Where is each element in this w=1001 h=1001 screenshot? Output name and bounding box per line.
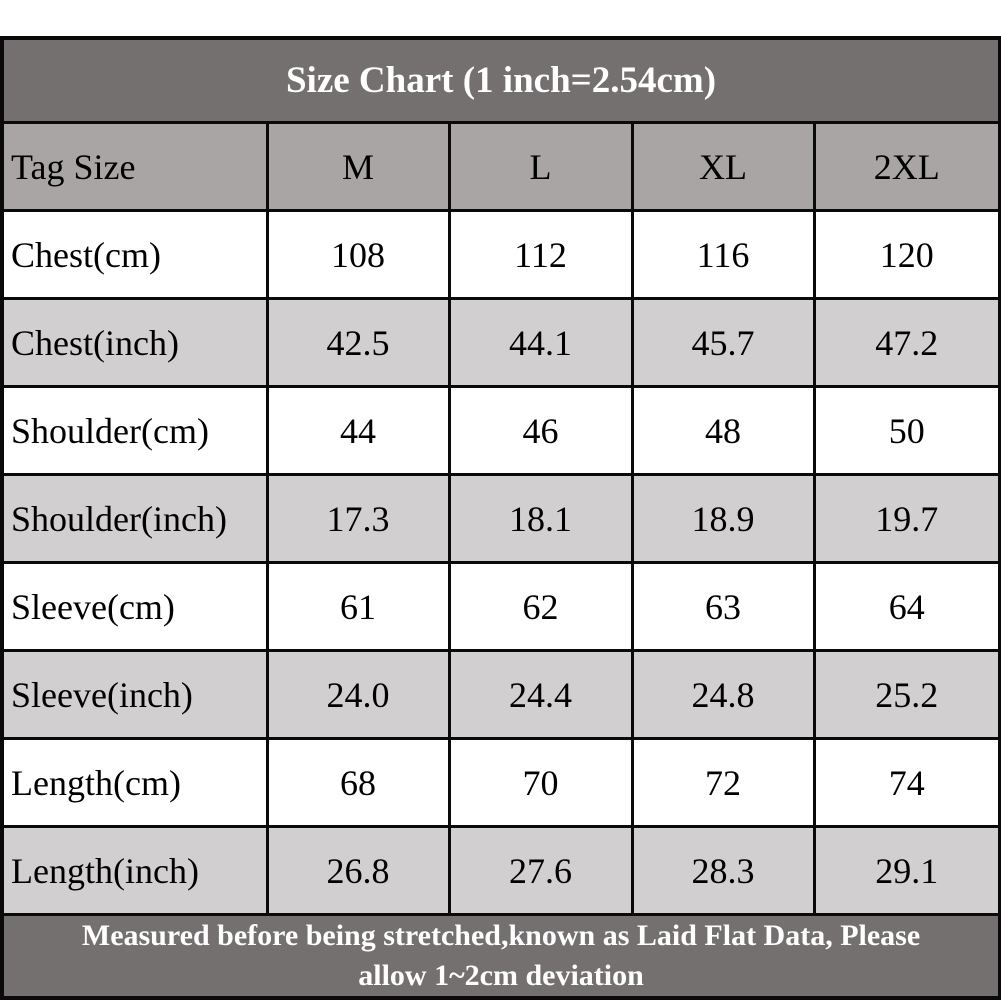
- footer-note-line-1: Measured before being stretched,known as…: [81, 919, 921, 952]
- cell-value: 47.2: [812, 297, 1001, 388]
- table-row-length-cm: Length(cm) 68 70 72 74: [0, 737, 1001, 828]
- cell-value: 64: [812, 561, 1001, 652]
- cell-value: 25.2: [812, 649, 1001, 740]
- cell-value: 24.8: [630, 649, 816, 740]
- cell-value: 46: [447, 385, 634, 476]
- cell-value: 62: [447, 561, 634, 652]
- cell-value: 70: [447, 737, 634, 828]
- cell-value: 45.7: [630, 297, 816, 388]
- row-label: Chest(cm): [0, 209, 269, 300]
- row-label: Chest(inch): [0, 297, 269, 388]
- cell-value: 120: [812, 209, 1001, 300]
- cell-value: 24.0: [265, 649, 451, 740]
- table-row-shoulder-cm: Shoulder(cm) 44 46 48 50: [0, 385, 1001, 476]
- cell-value: 42.5: [265, 297, 451, 388]
- header-size-2xl: 2XL: [812, 121, 1001, 212]
- cell-value: 24.4: [447, 649, 634, 740]
- row-label: Length(inch): [0, 825, 269, 916]
- header-row: Tag Size M L XL 2XL: [0, 121, 1001, 212]
- cell-value: 68: [265, 737, 451, 828]
- cell-value: 17.3: [265, 473, 451, 564]
- table-footer-note: Measured before being stretched,known as…: [0, 913, 1001, 1000]
- cell-value: 44: [265, 385, 451, 476]
- cell-value: 63: [630, 561, 816, 652]
- cell-value: 48: [630, 385, 816, 476]
- cell-value: 61: [265, 561, 451, 652]
- row-label: Length(cm): [0, 737, 269, 828]
- cell-value: 29.1: [812, 825, 1001, 916]
- table-title: Size Chart (1 inch=2.54cm): [0, 36, 1001, 124]
- cell-value: 28.3: [630, 825, 816, 916]
- header-size-l: L: [447, 121, 634, 212]
- row-label: Shoulder(inch): [0, 473, 269, 564]
- cell-value: 112: [447, 209, 634, 300]
- header-tag-size: Tag Size: [0, 121, 269, 212]
- cell-value: 27.6: [447, 825, 634, 916]
- cell-value: 50: [812, 385, 1001, 476]
- size-chart-table: Size Chart (1 inch=2.54cm) Tag Size M L …: [0, 36, 1001, 1001]
- cell-value: 72: [630, 737, 816, 828]
- cell-value: 74: [812, 737, 1001, 828]
- row-label: Sleeve(cm): [0, 561, 269, 652]
- cell-value: 19.7: [812, 473, 1001, 564]
- title-row: Size Chart (1 inch=2.54cm): [0, 36, 1001, 124]
- header-size-xl: XL: [630, 121, 816, 212]
- table-row-sleeve-cm: Sleeve(cm) 61 62 63 64: [0, 561, 1001, 652]
- table-row-chest-cm: Chest(cm) 108 112 116 120: [0, 209, 1001, 300]
- cell-value: 18.1: [447, 473, 634, 564]
- table-row-length-inch: Length(inch) 26.8 27.6 28.3 29.1: [0, 825, 1001, 916]
- cell-value: 44.1: [447, 297, 634, 388]
- table-row-chest-inch: Chest(inch) 42.5 44.1 45.7 47.2: [0, 297, 1001, 388]
- row-label: Shoulder(cm): [0, 385, 269, 476]
- footer-note-line-2: allow 1~2cm deviation: [358, 959, 644, 992]
- cell-value: 18.9: [630, 473, 816, 564]
- cell-value: 108: [265, 209, 451, 300]
- cell-value: 26.8: [265, 825, 451, 916]
- table-row-sleeve-inch: Sleeve(inch) 24.0 24.4 24.8 25.2: [0, 649, 1001, 740]
- header-size-m: M: [265, 121, 451, 212]
- table-row-shoulder-inch: Shoulder(inch) 17.3 18.1 18.9 19.7: [0, 473, 1001, 564]
- row-label: Sleeve(inch): [0, 649, 269, 740]
- cell-value: 116: [630, 209, 816, 300]
- footer-row: Measured before being stretched,known as…: [0, 913, 1001, 1000]
- size-chart: Size Chart (1 inch=2.54cm) Tag Size M L …: [0, 36, 1001, 1000]
